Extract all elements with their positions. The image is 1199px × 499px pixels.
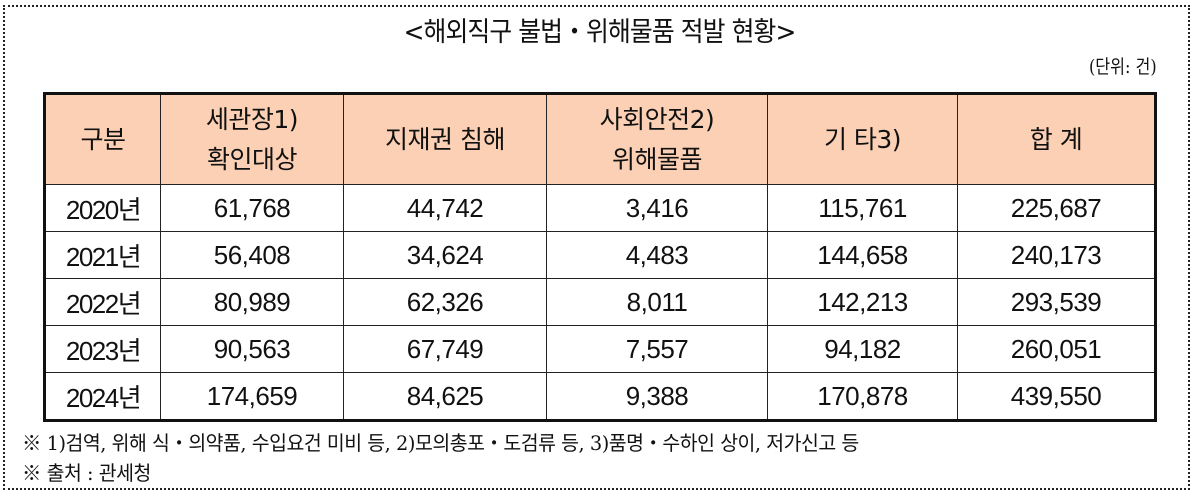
document-frame (3, 5, 1190, 490)
cell-ip: 34,624 (343, 231, 547, 279)
cell-year: 2021년 (44, 231, 161, 279)
cell-safety: 3,416 (546, 184, 768, 232)
document-title: <해외직구 불법・위해물품 적발 현황> (403, 17, 797, 48)
cell-customs: 174,659 (160, 372, 344, 421)
header-social-safety: 사회안전2) 위해물품 (546, 93, 768, 185)
cell-year: 2022년 (44, 278, 161, 326)
cell-total: 225,687 (957, 184, 1156, 232)
cell-year: 2020년 (44, 184, 161, 232)
footnote-text: ※ 1)검역, 위해 식・의약품, 수입요건 미비 등, 2)모의총포・도검류 … (22, 431, 859, 455)
cell-year: 2024년 (44, 372, 161, 421)
cell-safety: 9,388 (546, 372, 768, 421)
table-row: 2020년 61,768 44,742 3,416 115,761 225,68… (44, 184, 1156, 232)
header-ip-infringement: 지재권 침해 (343, 93, 547, 185)
cell-safety: 4,483 (546, 231, 768, 279)
header-other: 기 타3) (767, 93, 958, 185)
header-customs: 세관장1) 확인대상 (160, 93, 344, 185)
cell-customs: 90,563 (160, 325, 344, 373)
cell-total: 260,051 (957, 325, 1156, 373)
notes-section: ※ 1)검역, 위해 식・의약품, 수입요건 미비 등, 2)모의총포・도검류 … (22, 428, 885, 488)
header-total: 합 계 (957, 93, 1156, 185)
cell-customs: 56,408 (160, 231, 344, 279)
cell-ip: 62,326 (343, 278, 547, 326)
cell-year: 2023년 (44, 325, 161, 373)
unit-label: (단위: 건) (1089, 56, 1157, 78)
table-row: 2021년 56,408 34,624 4,483 144,658 240,17… (44, 231, 1156, 279)
source-text: ※ 출처 : 관세청 (22, 461, 151, 485)
cell-other: 144,658 (767, 231, 958, 279)
cell-ip: 44,742 (343, 184, 547, 232)
cell-safety: 8,011 (546, 278, 768, 326)
cell-ip: 84,625 (343, 372, 547, 421)
cell-ip: 67,749 (343, 325, 547, 373)
table-row: 2022년 80,989 62,326 8,011 142,213 293,53… (44, 278, 1156, 326)
table-header-row: 구분 세관장1) 확인대상 지재권 침해 사회안전2) 위해물품 기 타3) 합 계 (44, 93, 1156, 185)
seizure-table: 구분 세관장1) 확인대상 지재권 침해 사회안전2) 위해물품 기 타3) 합 계… (43, 92, 1157, 422)
cell-customs: 80,989 (160, 278, 344, 326)
table-row: 2023년 90,563 67,749 7,557 94,182 260,051 (44, 325, 1156, 373)
cell-total: 293,539 (957, 278, 1156, 326)
cell-total: 439,550 (957, 372, 1156, 421)
cell-safety: 7,557 (546, 325, 768, 373)
cell-other: 142,213 (767, 278, 958, 326)
cell-other: 94,182 (767, 325, 958, 373)
header-category: 구분 (44, 93, 161, 185)
cell-other: 170,878 (767, 372, 958, 421)
cell-other: 115,761 (767, 184, 958, 232)
cell-customs: 61,768 (160, 184, 344, 232)
table-row: 2024년 174,659 84,625 9,388 170,878 439,5… (44, 372, 1156, 421)
cell-total: 240,173 (957, 231, 1156, 279)
